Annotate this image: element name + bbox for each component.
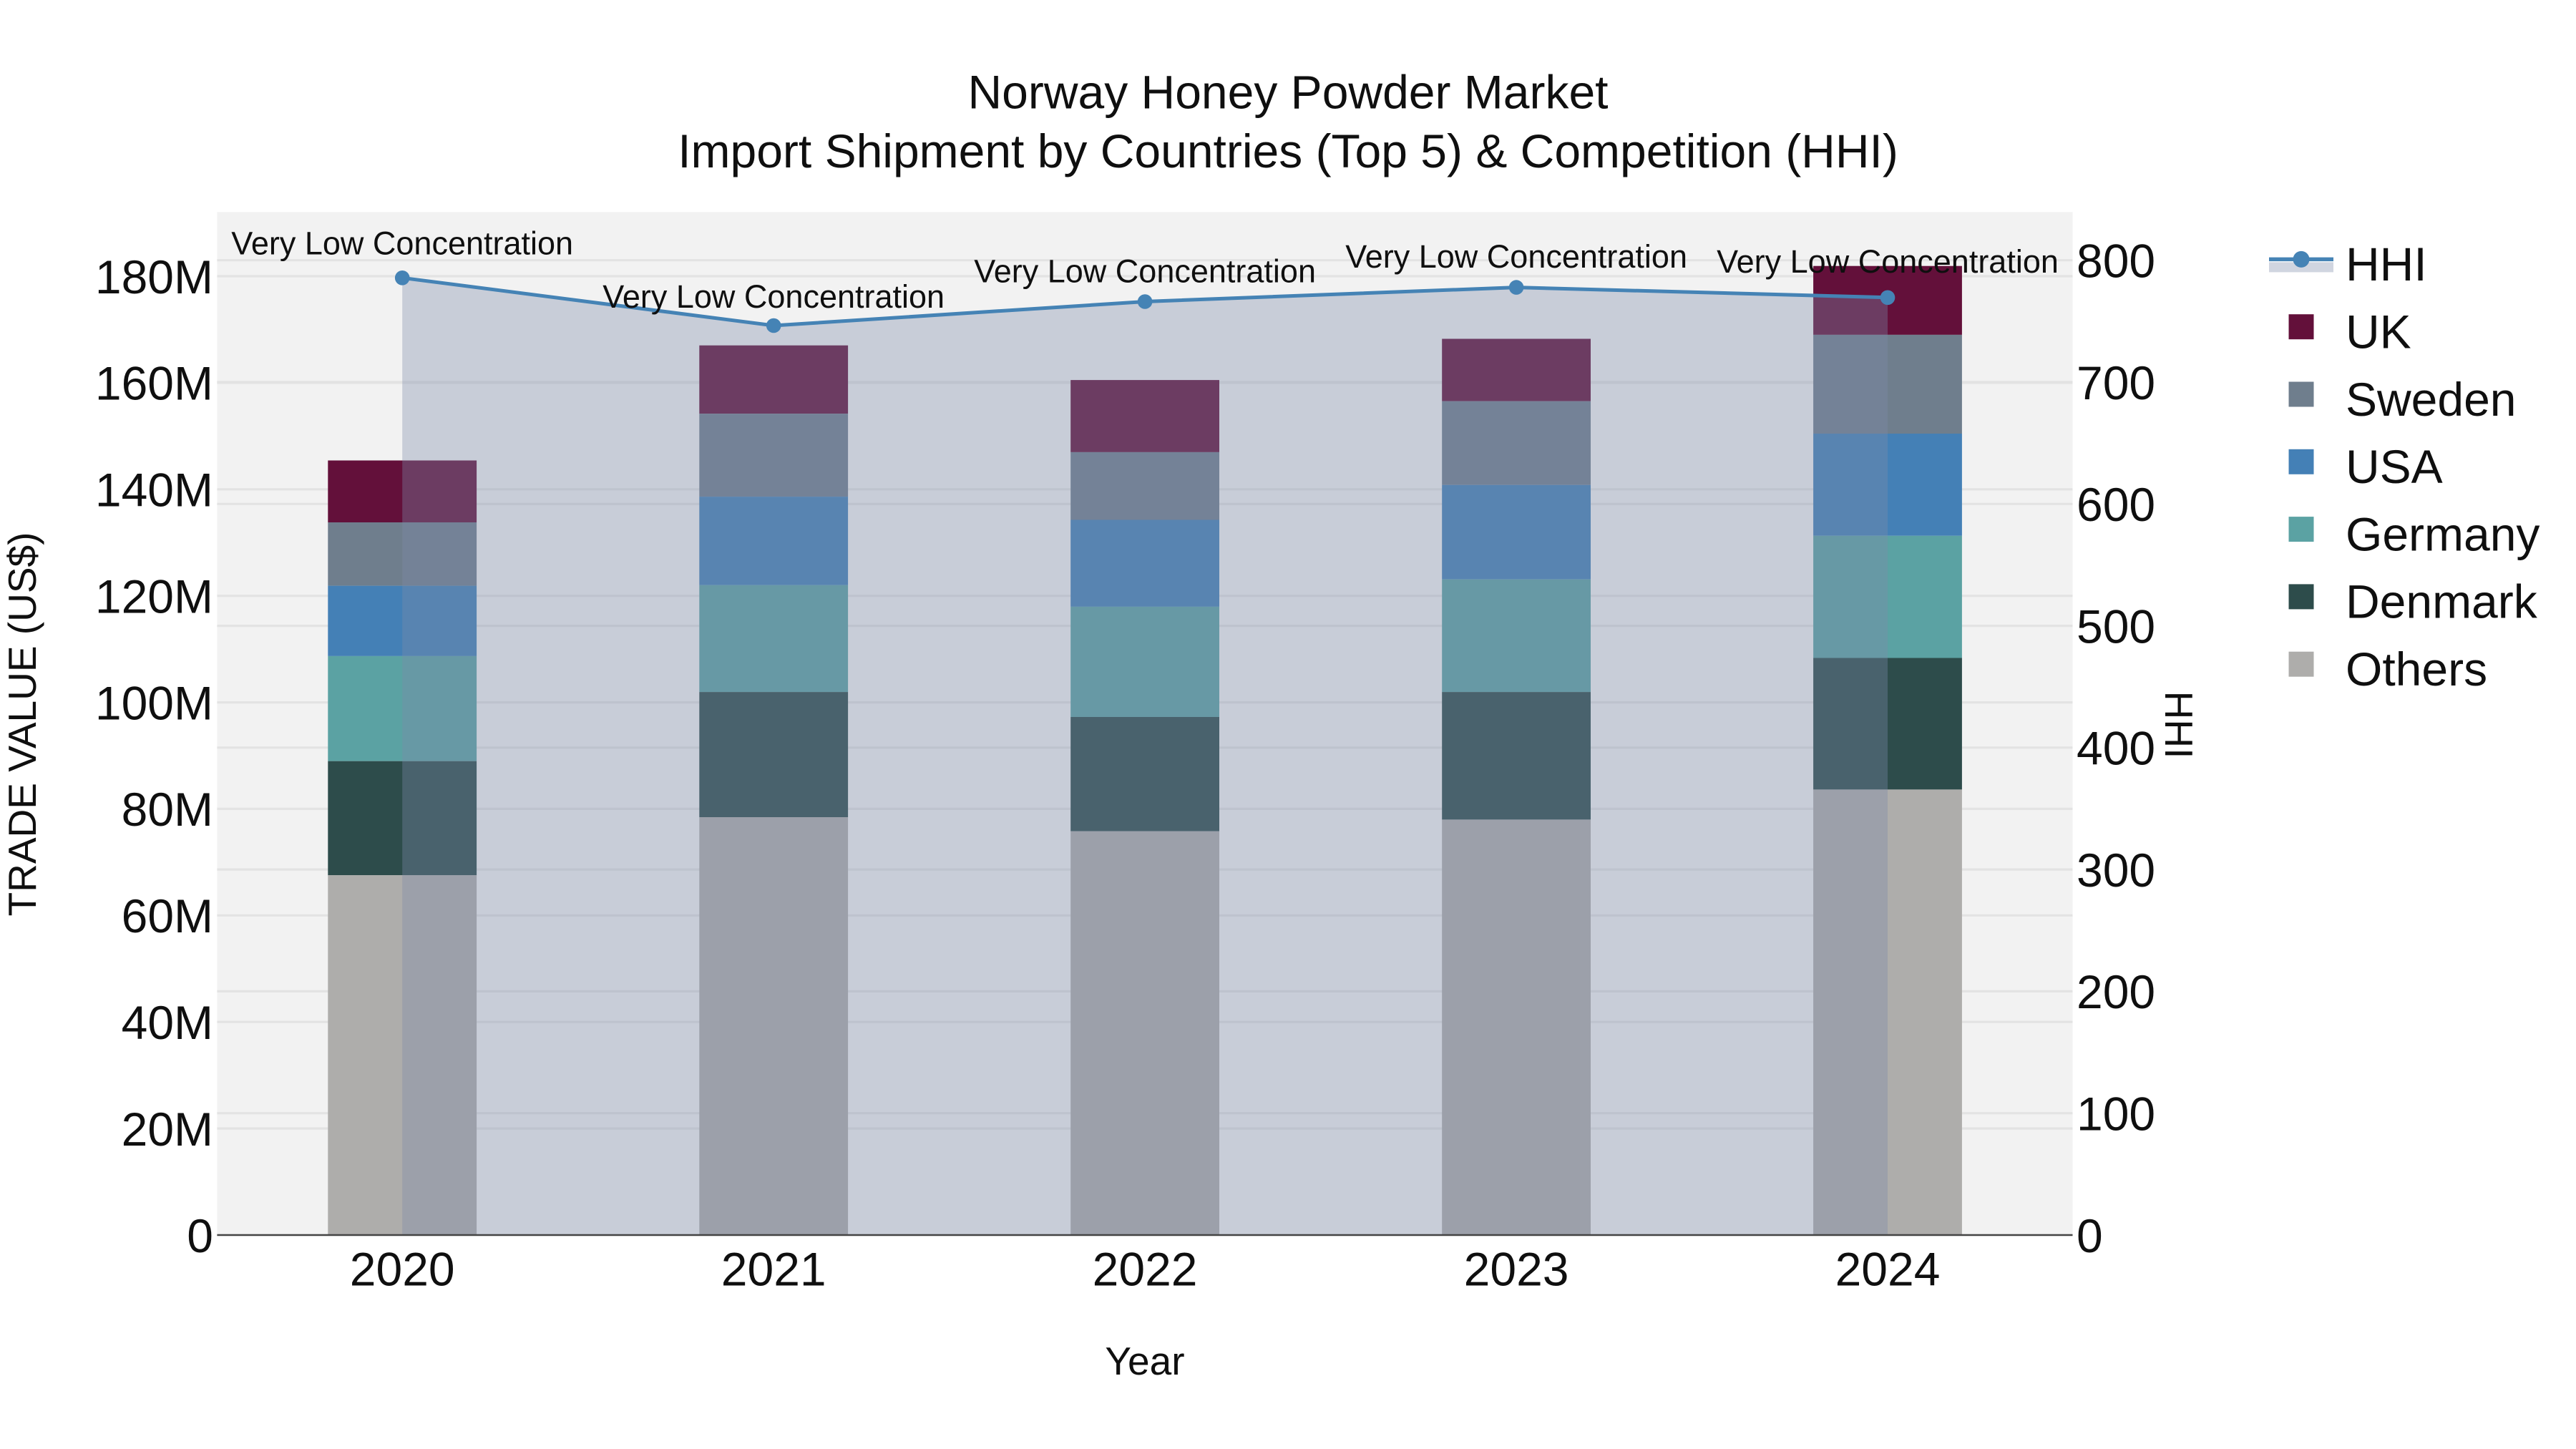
- svg-text:0: 0: [187, 1209, 213, 1262]
- svg-text:700: 700: [2077, 356, 2155, 409]
- svg-text:Import Shipment by Countries (: Import Shipment by Countries (Top 5) & C…: [678, 125, 1898, 177]
- svg-text:60M: 60M: [122, 889, 213, 942]
- svg-text:UK: UK: [2346, 305, 2411, 358]
- svg-text:2020: 2020: [350, 1242, 455, 1295]
- svg-text:TRADE VALUE (US$): TRADE VALUE (US$): [0, 532, 44, 917]
- svg-text:100M: 100M: [95, 676, 213, 729]
- svg-text:Very Low Concentration: Very Low Concentration: [1717, 243, 2059, 280]
- svg-text:800: 800: [2077, 234, 2155, 287]
- svg-text:160M: 160M: [95, 357, 213, 410]
- svg-text:HHI: HHI: [2346, 238, 2427, 291]
- svg-text:Germany: Germany: [2346, 507, 2540, 560]
- svg-text:20M: 20M: [122, 1103, 213, 1156]
- svg-text:40M: 40M: [122, 996, 213, 1049]
- svg-text:Norway Honey Powder Market: Norway Honey Powder Market: [968, 66, 1609, 119]
- svg-text:2021: 2021: [721, 1242, 826, 1295]
- svg-text:120M: 120M: [95, 570, 213, 623]
- svg-text:2023: 2023: [1464, 1242, 1569, 1295]
- svg-text:Others: Others: [2346, 643, 2487, 696]
- svg-text:Very Low Concentration: Very Low Concentration: [231, 225, 573, 262]
- svg-text:100: 100: [2077, 1087, 2155, 1140]
- svg-text:Very Low Concentration: Very Low Concentration: [974, 253, 1316, 290]
- svg-text:Denmark: Denmark: [2346, 575, 2538, 628]
- svg-text:500: 500: [2077, 600, 2155, 653]
- svg-text:600: 600: [2077, 478, 2155, 531]
- svg-text:400: 400: [2077, 722, 2155, 775]
- svg-text:Very Low Concentration: Very Low Concentration: [1345, 238, 1687, 275]
- svg-text:180M: 180M: [95, 250, 213, 303]
- svg-text:0: 0: [2077, 1209, 2103, 1262]
- svg-text:2024: 2024: [1835, 1242, 1941, 1295]
- svg-text:300: 300: [2077, 844, 2155, 897]
- svg-text:200: 200: [2077, 965, 2155, 1018]
- svg-text:2022: 2022: [1093, 1242, 1198, 1295]
- svg-text:Sweden: Sweden: [2346, 373, 2517, 426]
- svg-text:HHI: HHI: [2157, 691, 2201, 759]
- svg-text:Year: Year: [1105, 1339, 1184, 1383]
- svg-text:USA: USA: [2346, 440, 2443, 493]
- svg-text:80M: 80M: [122, 783, 213, 836]
- svg-text:140M: 140M: [95, 464, 213, 517]
- svg-text:Very Low Concentration: Very Low Concentration: [602, 278, 945, 315]
